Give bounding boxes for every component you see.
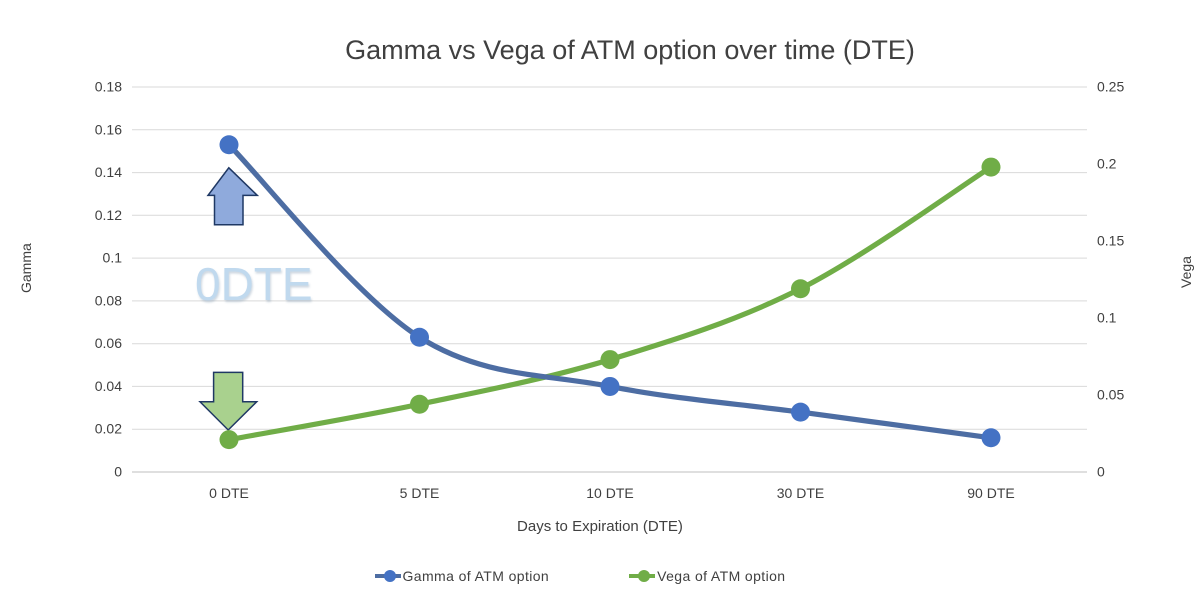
svg-text:0.05: 0.05 — [1097, 387, 1124, 403]
svg-text:90 DTE: 90 DTE — [967, 485, 1014, 501]
svg-text:0.15: 0.15 — [1097, 233, 1124, 249]
svg-text:0.18: 0.18 — [95, 79, 122, 95]
svg-text:0: 0 — [1097, 464, 1105, 480]
svg-text:0.14: 0.14 — [95, 164, 122, 180]
svg-text:0.06: 0.06 — [95, 335, 122, 351]
svg-text:0.12: 0.12 — [95, 207, 122, 223]
svg-text:0.16: 0.16 — [95, 121, 122, 137]
svg-text:0.2: 0.2 — [1097, 156, 1117, 172]
svg-text:0.1: 0.1 — [103, 250, 123, 266]
svg-text:0: 0 — [114, 464, 122, 480]
svg-text:0 DTE: 0 DTE — [209, 485, 249, 501]
svg-text:0.08: 0.08 — [95, 292, 122, 308]
svg-text:0.25: 0.25 — [1097, 79, 1124, 95]
svg-text:0DTE: 0DTE — [195, 258, 313, 310]
svg-text:0.1: 0.1 — [1097, 310, 1117, 326]
svg-text:0.04: 0.04 — [95, 378, 122, 394]
svg-text:10 DTE: 10 DTE — [586, 485, 633, 501]
svg-text:5 DTE: 5 DTE — [400, 485, 440, 501]
svg-text:0.02: 0.02 — [95, 421, 122, 437]
svg-text:30 DTE: 30 DTE — [777, 485, 824, 501]
